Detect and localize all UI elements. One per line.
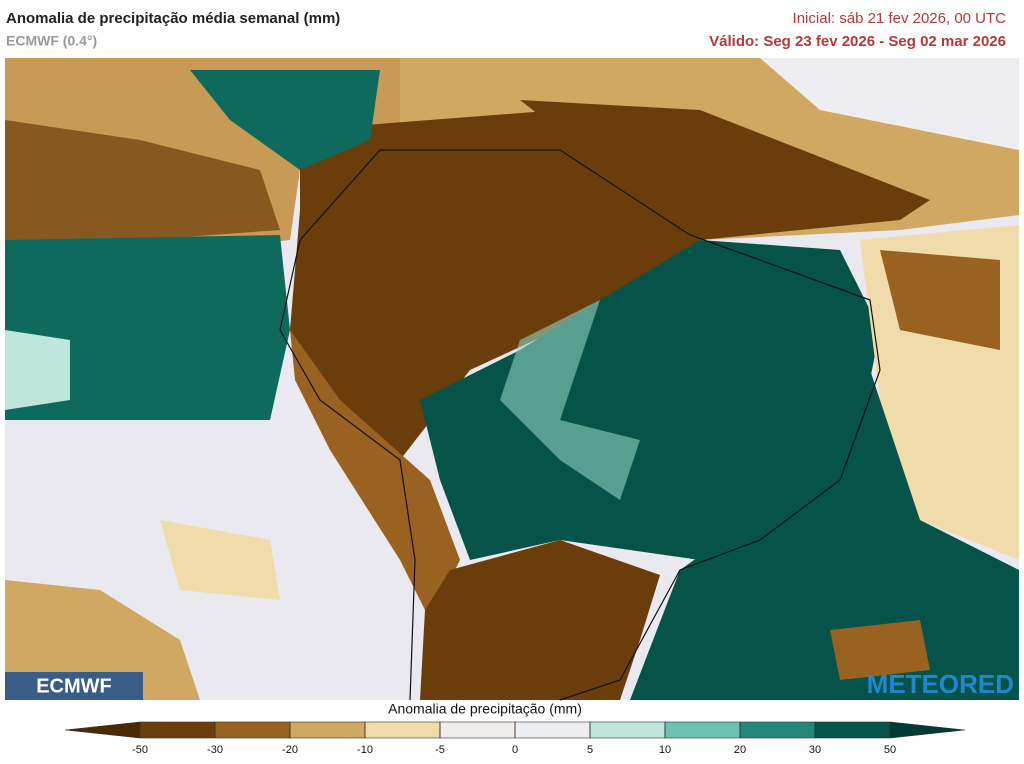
- colorbar-segment: [739, 721, 816, 739]
- meteored-logo: METEORED: [867, 669, 1014, 699]
- anomaly-area: [420, 540, 660, 700]
- colorbar: -50 -30 -20 -10 -5 0 5 10 20 30 50: [64, 721, 966, 756]
- colorbar-tick-label: 0: [512, 744, 518, 756]
- colorbar-high-end: [889, 721, 966, 739]
- colorbar-low-end: [64, 721, 141, 739]
- colorbar-segment: [214, 721, 291, 739]
- anomaly-area: [420, 240, 880, 560]
- anomaly-area: [5, 120, 280, 250]
- colorbar-tick-label: -20: [282, 744, 298, 756]
- model: ECMWF (0.4°): [6, 33, 97, 49]
- title: Anomalia de precipitação média semanal (…: [6, 10, 340, 27]
- colorbar-segment: [664, 721, 741, 739]
- anomaly-area: [880, 250, 1000, 350]
- colorbar-tick-label: 10: [659, 744, 671, 756]
- ecmwf-logo-box: [5, 672, 143, 700]
- colorbar-segment: [289, 721, 366, 739]
- colorbar-segment: [439, 721, 516, 739]
- anomaly-area: [760, 58, 1019, 150]
- ecmwf-logo: ECMWF: [36, 675, 112, 697]
- anomaly-area: [5, 580, 200, 700]
- legend-title: Anomalia de precipitação (mm): [388, 701, 582, 717]
- colorbar-segment: [814, 721, 891, 739]
- colorbar-tick-label: 5: [587, 744, 593, 756]
- anomaly-area: [160, 520, 280, 600]
- colorbar-tick-label: -5: [435, 744, 445, 756]
- colorbar-segment: [514, 721, 591, 739]
- colorbar-tick-label: -30: [207, 744, 223, 756]
- colorbar-segment: [364, 721, 441, 739]
- anomaly-area: [190, 70, 380, 170]
- colorbar-tick-label: 20: [734, 744, 746, 756]
- anomaly-area: [290, 330, 460, 620]
- coastline: [279, 149, 881, 701]
- valid-date: Válido: Seg 23 fev 2026 - Seg 02 mar 202…: [709, 33, 1006, 50]
- colorbar-tick-label: 30: [809, 744, 821, 756]
- map: ECMWF METEORED: [5, 58, 1019, 701]
- anomaly-area: [830, 620, 930, 680]
- anomaly-area: [520, 100, 930, 240]
- colorbar-tick-label: -50: [132, 744, 148, 756]
- anomaly-area: [500, 300, 640, 500]
- colorbar-tick-label: 50: [884, 744, 896, 756]
- anomaly-area: [5, 330, 70, 410]
- initial-date: Inicial: sáb 21 fev 2026, 00 UTC: [793, 10, 1007, 27]
- colorbar-segment: [139, 721, 216, 739]
- anomaly-area: [5, 235, 290, 420]
- anomaly-area: [290, 110, 700, 460]
- colorbar-tick-label: -10: [357, 744, 373, 756]
- colorbar-segment: [589, 721, 666, 739]
- anomaly-area: [630, 370, 1019, 700]
